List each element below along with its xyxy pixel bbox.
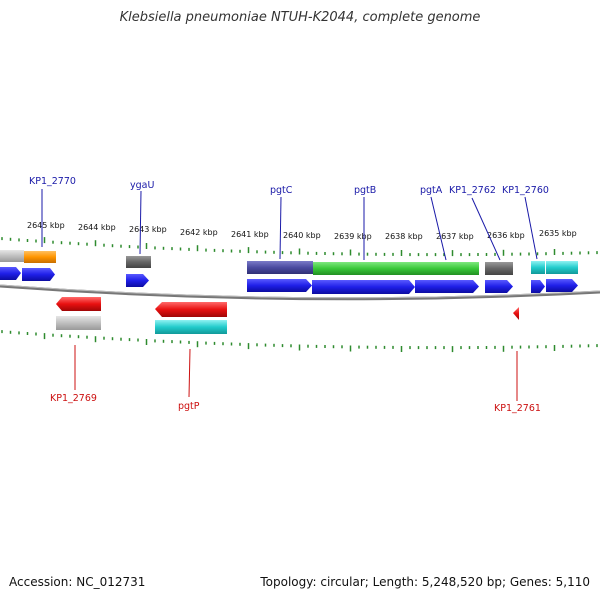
cds-forward-arrow[interactable] <box>22 268 55 281</box>
gene-label-kp1-2769[interactable]: KP1_2769 <box>50 393 97 404</box>
feature-block[interactable] <box>247 261 313 274</box>
inner-ruler <box>1 330 598 353</box>
ruler-labels: 2645 kbp 2644 kbp 2643 kbp 2642 kbp 2641… <box>27 221 577 241</box>
feature-block[interactable] <box>126 256 151 268</box>
tick-label: 2644 kbp <box>78 223 116 232</box>
bottom-gene-labels: KP1_2769 pgtP KP1_2761 <box>50 393 541 414</box>
genome-backbone <box>0 284 600 301</box>
gene-label-kp1-2761[interactable]: KP1_2761 <box>494 403 541 414</box>
feature-block[interactable] <box>24 251 56 263</box>
cds-forward-track <box>0 267 578 294</box>
tick-label: 2645 kbp <box>27 221 65 230</box>
cds-forward-arrow[interactable] <box>531 280 545 293</box>
tick-label: 2636 kbp <box>487 231 525 240</box>
tick-label: 2640 kbp <box>283 231 321 240</box>
cds-reverse-arrow[interactable] <box>155 302 227 317</box>
cds-forward-arrow[interactable] <box>247 279 312 292</box>
feature-block[interactable] <box>0 250 24 262</box>
tick-label: 2635 kbp <box>539 229 577 238</box>
bottom-callouts <box>74 345 518 401</box>
feature-block[interactable] <box>313 262 479 275</box>
cds-forward-arrow[interactable] <box>0 267 21 280</box>
gene-label-pgtc[interactable]: pgtC <box>270 185 293 196</box>
feature-block[interactable] <box>155 320 227 334</box>
gene-label-kp1-2760[interactable]: KP1_2760 <box>502 185 549 196</box>
gene-label-kp1-2762[interactable]: KP1_2762 <box>449 185 496 196</box>
cds-forward-arrow[interactable] <box>485 280 513 293</box>
feature-track-upper <box>0 250 578 275</box>
feature-block[interactable] <box>546 261 578 274</box>
tick-label: 2638 kbp <box>385 232 423 241</box>
top-callouts <box>41 189 538 261</box>
gene-label-ygau[interactable]: ygaU <box>130 180 154 191</box>
cds-reverse-arrow[interactable] <box>513 307 519 320</box>
map-title: Klebsiella pneumoniae NTUH-K2044, comple… <box>119 10 481 25</box>
feature-track-lower <box>56 316 227 334</box>
genome-backbone-highlight <box>0 284 600 299</box>
gene-label-pgta[interactable]: pgtA <box>420 185 443 196</box>
gene-label-pgtp[interactable]: pgtP <box>178 401 200 412</box>
gene-label-pgtb[interactable]: pgtB <box>354 185 376 196</box>
cds-forward-arrow[interactable] <box>546 279 578 292</box>
cds-forward-arrow[interactable] <box>126 274 149 287</box>
cds-forward-arrow[interactable] <box>312 280 415 294</box>
accession-text: Accession: NC_012731 <box>9 575 146 589</box>
top-gene-labels: KP1_2770 ygaU pgtC pgtB pgtA KP1_2762 KP… <box>29 176 549 196</box>
tick-label: 2643 kbp <box>129 225 167 234</box>
genome-summary-text: Topology: circular; Length: 5,248,520 bp… <box>260 575 590 589</box>
outer-ruler <box>1 237 598 257</box>
feature-block[interactable] <box>485 262 513 275</box>
feature-block[interactable] <box>56 316 101 330</box>
cds-reverse-track <box>56 297 519 320</box>
tick-label: 2642 kbp <box>180 228 218 237</box>
tick-label: 2637 kbp <box>436 232 474 241</box>
cds-forward-arrow[interactable] <box>415 280 479 293</box>
gene-label-kp1-2770[interactable]: KP1_2770 <box>29 176 76 187</box>
tick-label: 2641 kbp <box>231 230 269 239</box>
tick-label: 2639 kbp <box>334 232 372 241</box>
feature-block[interactable] <box>531 261 545 274</box>
cds-reverse-arrow[interactable] <box>56 297 101 311</box>
